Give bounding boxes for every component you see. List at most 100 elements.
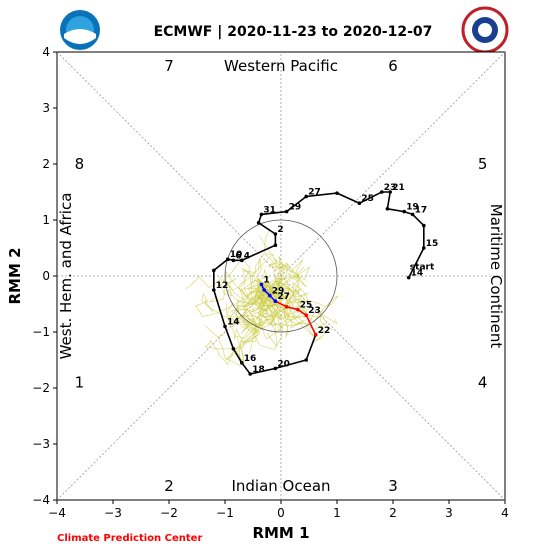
chart-title: ECMWF | 2020-11-23 to 2020-12-07 xyxy=(154,24,433,40)
x-tick-label: 3 xyxy=(445,506,453,520)
y-tick-label: −4 xyxy=(32,493,50,507)
observed-point-label: 12 xyxy=(216,281,229,291)
observed-point xyxy=(410,212,415,217)
y-tick-label: 0 xyxy=(42,269,50,283)
observed-point xyxy=(256,221,261,225)
observed-point-label: 29 xyxy=(289,203,302,213)
phase-number: 6 xyxy=(388,57,398,75)
observed-point xyxy=(240,258,244,263)
y-tick-label: 2 xyxy=(42,157,50,171)
observed-point xyxy=(422,223,426,228)
observed-point-label: 14 xyxy=(227,317,240,327)
forecast-red-point xyxy=(313,333,318,337)
forecast-blue-point-label: 1 xyxy=(263,275,269,285)
observed-point-label: 16 xyxy=(244,354,257,364)
x-tick-label: 2 xyxy=(389,506,397,520)
observed-point-label: 14 xyxy=(411,269,424,279)
y-axis-label: RMM 2 xyxy=(6,247,24,304)
observed-point xyxy=(273,243,278,247)
observed-point xyxy=(231,347,236,351)
observed-point xyxy=(223,324,227,329)
ensemble-member-line xyxy=(256,276,310,306)
x-axis-ticks: −4 −3 −2 −1 0 1 2 3 4 xyxy=(48,500,509,520)
region-western-pacific: Western Pacific xyxy=(224,57,338,75)
forecast-red-point-label: 23 xyxy=(308,306,321,316)
observed-point xyxy=(385,207,390,211)
ensemble-member-line xyxy=(243,268,273,303)
ensemble-member-line xyxy=(252,258,287,307)
ensemble-member-line xyxy=(267,259,311,296)
observed-point-label: 15 xyxy=(426,239,439,249)
observed-point xyxy=(380,190,384,194)
forecast-red-point-label: 25 xyxy=(300,301,313,311)
forecast-blue-point xyxy=(268,293,272,298)
phase-number: 7 xyxy=(164,57,174,75)
forecast-red-point xyxy=(296,307,300,312)
phase-number: 2 xyxy=(164,477,174,495)
phase-number: 4 xyxy=(478,373,488,391)
phase-number: 5 xyxy=(478,155,488,173)
y-axis-ticks: −4 −3 −2 −1 0 1 2 3 4 xyxy=(32,45,57,507)
observed-point xyxy=(402,209,407,214)
observed-point-label: 2 xyxy=(277,225,283,235)
observed-point-label: 19 xyxy=(406,203,419,213)
observed-point xyxy=(231,258,236,263)
y-tick-label: 4 xyxy=(42,45,50,59)
phase-number: 8 xyxy=(75,155,85,173)
x-tick-label: 4 xyxy=(501,506,509,520)
observed-point xyxy=(226,257,230,262)
ensemble-member-line xyxy=(260,280,293,348)
y-tick-label: −2 xyxy=(32,381,50,395)
x-tick-label: −4 xyxy=(48,506,66,520)
observed-point xyxy=(304,194,309,199)
observed-point-label: 27 xyxy=(308,187,321,197)
observed-point-label: 20 xyxy=(277,359,290,369)
observed-point-label: 10 xyxy=(230,250,243,260)
region-west-hem-africa: West. Hem. and Africa xyxy=(57,193,75,360)
observed-point xyxy=(273,232,278,236)
observed-point xyxy=(240,361,244,365)
noaa-logo xyxy=(60,10,100,50)
x-tick-label: −3 xyxy=(104,506,122,520)
observed-point xyxy=(406,275,411,280)
ensemble-member-line xyxy=(234,291,277,333)
forecast-blue-point xyxy=(259,282,264,287)
observed-point-label: 21 xyxy=(392,183,405,193)
forecast-red-point xyxy=(284,305,289,309)
start-label: start xyxy=(410,262,435,272)
observed-point xyxy=(422,246,426,250)
ensemble-member-line xyxy=(263,289,338,325)
forecast-blue-line xyxy=(260,284,276,302)
forecast-blue-point xyxy=(273,299,278,304)
phase-number: 1 xyxy=(75,373,85,391)
ensemble-member-line xyxy=(242,262,289,308)
x-tick-label: −1 xyxy=(216,506,234,520)
observed-point-label: 25 xyxy=(361,194,374,204)
ensemble-member-line xyxy=(185,276,265,309)
observed-point xyxy=(284,209,289,214)
forecast-red-point xyxy=(304,313,309,318)
observed-point-label: 4 xyxy=(244,251,250,261)
observed-point xyxy=(304,358,309,362)
observed-point-label: 23 xyxy=(384,183,397,193)
observed-point xyxy=(388,190,393,194)
x-tick-label: 1 xyxy=(333,506,341,520)
observed-point xyxy=(357,201,362,205)
observed-line xyxy=(213,191,425,375)
observed-point xyxy=(212,268,216,273)
observed-point-label: 18 xyxy=(252,365,265,375)
observed-point xyxy=(259,212,264,217)
observed-point-label: 22 xyxy=(318,326,331,336)
region-indian-ocean: Indian Ocean xyxy=(231,477,330,495)
observed-point-label: 6 xyxy=(235,251,241,261)
region-maritime-continent: Maritime Continent xyxy=(487,204,505,349)
credit-text: Climate Prediction Center xyxy=(57,533,202,544)
observed-point xyxy=(335,191,339,195)
nws-logo xyxy=(461,6,509,54)
ensemble-member-line xyxy=(263,282,305,329)
ensemble-member-line xyxy=(271,283,339,343)
forecast-blue-point xyxy=(262,288,267,292)
